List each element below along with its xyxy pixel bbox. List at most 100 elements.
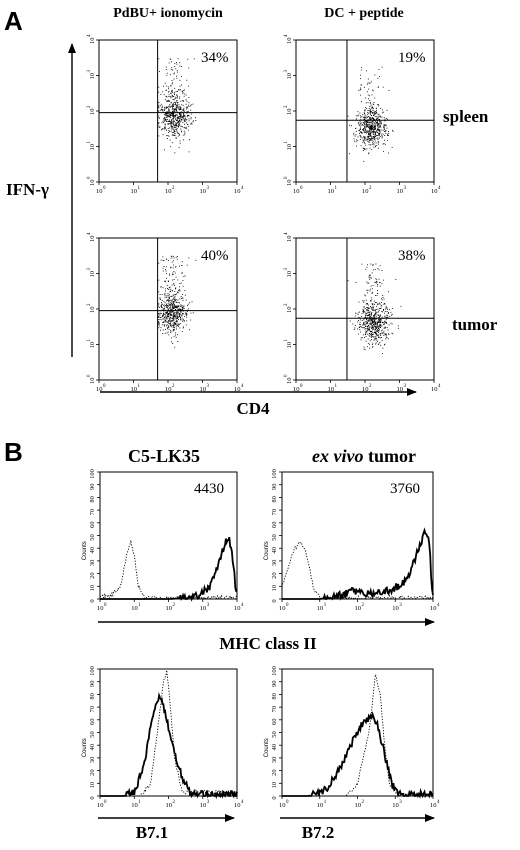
event-dot — [173, 72, 175, 74]
event-dot — [175, 276, 177, 278]
event-dot — [372, 109, 374, 111]
event-dot — [385, 125, 387, 127]
hist-ytick-label-5: 50 — [271, 534, 278, 541]
event-dot — [181, 91, 183, 93]
event-dot — [163, 149, 165, 151]
event-dot — [170, 310, 172, 311]
event-dot — [364, 113, 366, 115]
event-dot — [374, 313, 376, 315]
event-dot — [379, 125, 381, 127]
event-dot — [378, 133, 379, 135]
event-dot — [367, 282, 369, 284]
event-dot — [367, 303, 369, 305]
event-dot — [162, 122, 164, 123]
event-dot — [374, 114, 375, 116]
hist-ytick-label-2: 20 — [271, 572, 278, 579]
event-dot — [165, 272, 167, 274]
event-dot — [358, 122, 359, 124]
event-dot — [382, 133, 384, 135]
event-dot — [169, 297, 170, 299]
event-dot — [169, 107, 171, 108]
event-dot — [376, 295, 378, 296]
event-dot — [381, 135, 383, 137]
event-dot — [387, 135, 388, 136]
event-dot — [363, 137, 365, 139]
event-dot — [368, 324, 370, 326]
event-dot — [371, 303, 373, 305]
event-dot — [369, 129, 371, 130]
event-dot — [170, 326, 172, 328]
dot-ytick-label-0: 10 — [286, 180, 293, 187]
percent-label: 38% — [398, 248, 426, 264]
event-dot — [184, 132, 186, 134]
event-dot — [158, 111, 160, 113]
event-dot — [161, 106, 163, 108]
event-dot — [184, 116, 186, 117]
event-dot — [376, 281, 378, 283]
event-dot — [366, 120, 367, 121]
event-dot — [166, 306, 168, 308]
event-dot — [182, 118, 184, 120]
event-dot — [163, 85, 164, 87]
hist-ytick-label-3: 30 — [89, 560, 96, 567]
event-dot — [362, 137, 364, 139]
event-dot — [377, 128, 379, 130]
event-dot — [173, 283, 174, 285]
event-dot — [363, 323, 365, 324]
event-dot — [370, 334, 372, 336]
event-dot — [173, 307, 175, 308]
event-dot — [173, 335, 175, 337]
event-dot — [160, 312, 162, 314]
event-dot — [354, 327, 356, 329]
event-dot — [385, 322, 387, 324]
event-dot — [360, 145, 362, 147]
event-dot — [158, 321, 160, 322]
event-dot — [359, 112, 361, 114]
event-dot — [381, 304, 383, 306]
hist-ytick-label-6: 60 — [89, 522, 96, 529]
event-dot — [369, 103, 371, 105]
event-dot — [187, 112, 188, 114]
event-dot — [169, 314, 171, 316]
event-dot — [158, 323, 160, 325]
event-dot — [181, 298, 182, 300]
event-dot — [177, 315, 179, 317]
event-dot — [178, 309, 180, 311]
event-dot — [183, 320, 185, 321]
event-dot — [181, 75, 182, 77]
event-dot — [158, 115, 160, 117]
event-dot — [158, 325, 160, 327]
event-dot — [170, 61, 172, 63]
event-dot — [186, 316, 188, 318]
event-dot — [166, 299, 168, 301]
event-dot — [360, 135, 362, 137]
event-dot — [165, 295, 167, 297]
event-dot — [192, 120, 194, 122]
event-dot — [163, 128, 165, 130]
event-dot — [377, 125, 379, 127]
event-dot — [371, 327, 373, 329]
hist-xtick-label-2: 10 — [166, 802, 173, 809]
event-dot — [164, 117, 165, 119]
hist-xtick-label-3: 10 — [392, 802, 399, 809]
hist-xtick-label-3: 10 — [200, 605, 207, 612]
event-dot — [171, 318, 173, 319]
event-dot — [370, 285, 372, 287]
event-dot — [360, 84, 362, 86]
event-dot — [385, 333, 386, 335]
event-dot — [175, 316, 176, 317]
event-dot — [378, 320, 380, 322]
dot-ytick-exp-1: 1 — [87, 339, 92, 342]
event-dot — [374, 309, 376, 311]
event-dot — [170, 257, 172, 259]
event-dot — [368, 326, 370, 328]
event-dot — [384, 344, 385, 346]
event-dot — [374, 330, 376, 332]
event-dot — [368, 127, 370, 129]
event-dot — [168, 296, 170, 298]
event-dot — [373, 303, 375, 305]
event-dot — [179, 290, 181, 292]
event-dot — [168, 301, 169, 303]
event-dot — [167, 328, 168, 330]
event-dot — [379, 133, 380, 135]
